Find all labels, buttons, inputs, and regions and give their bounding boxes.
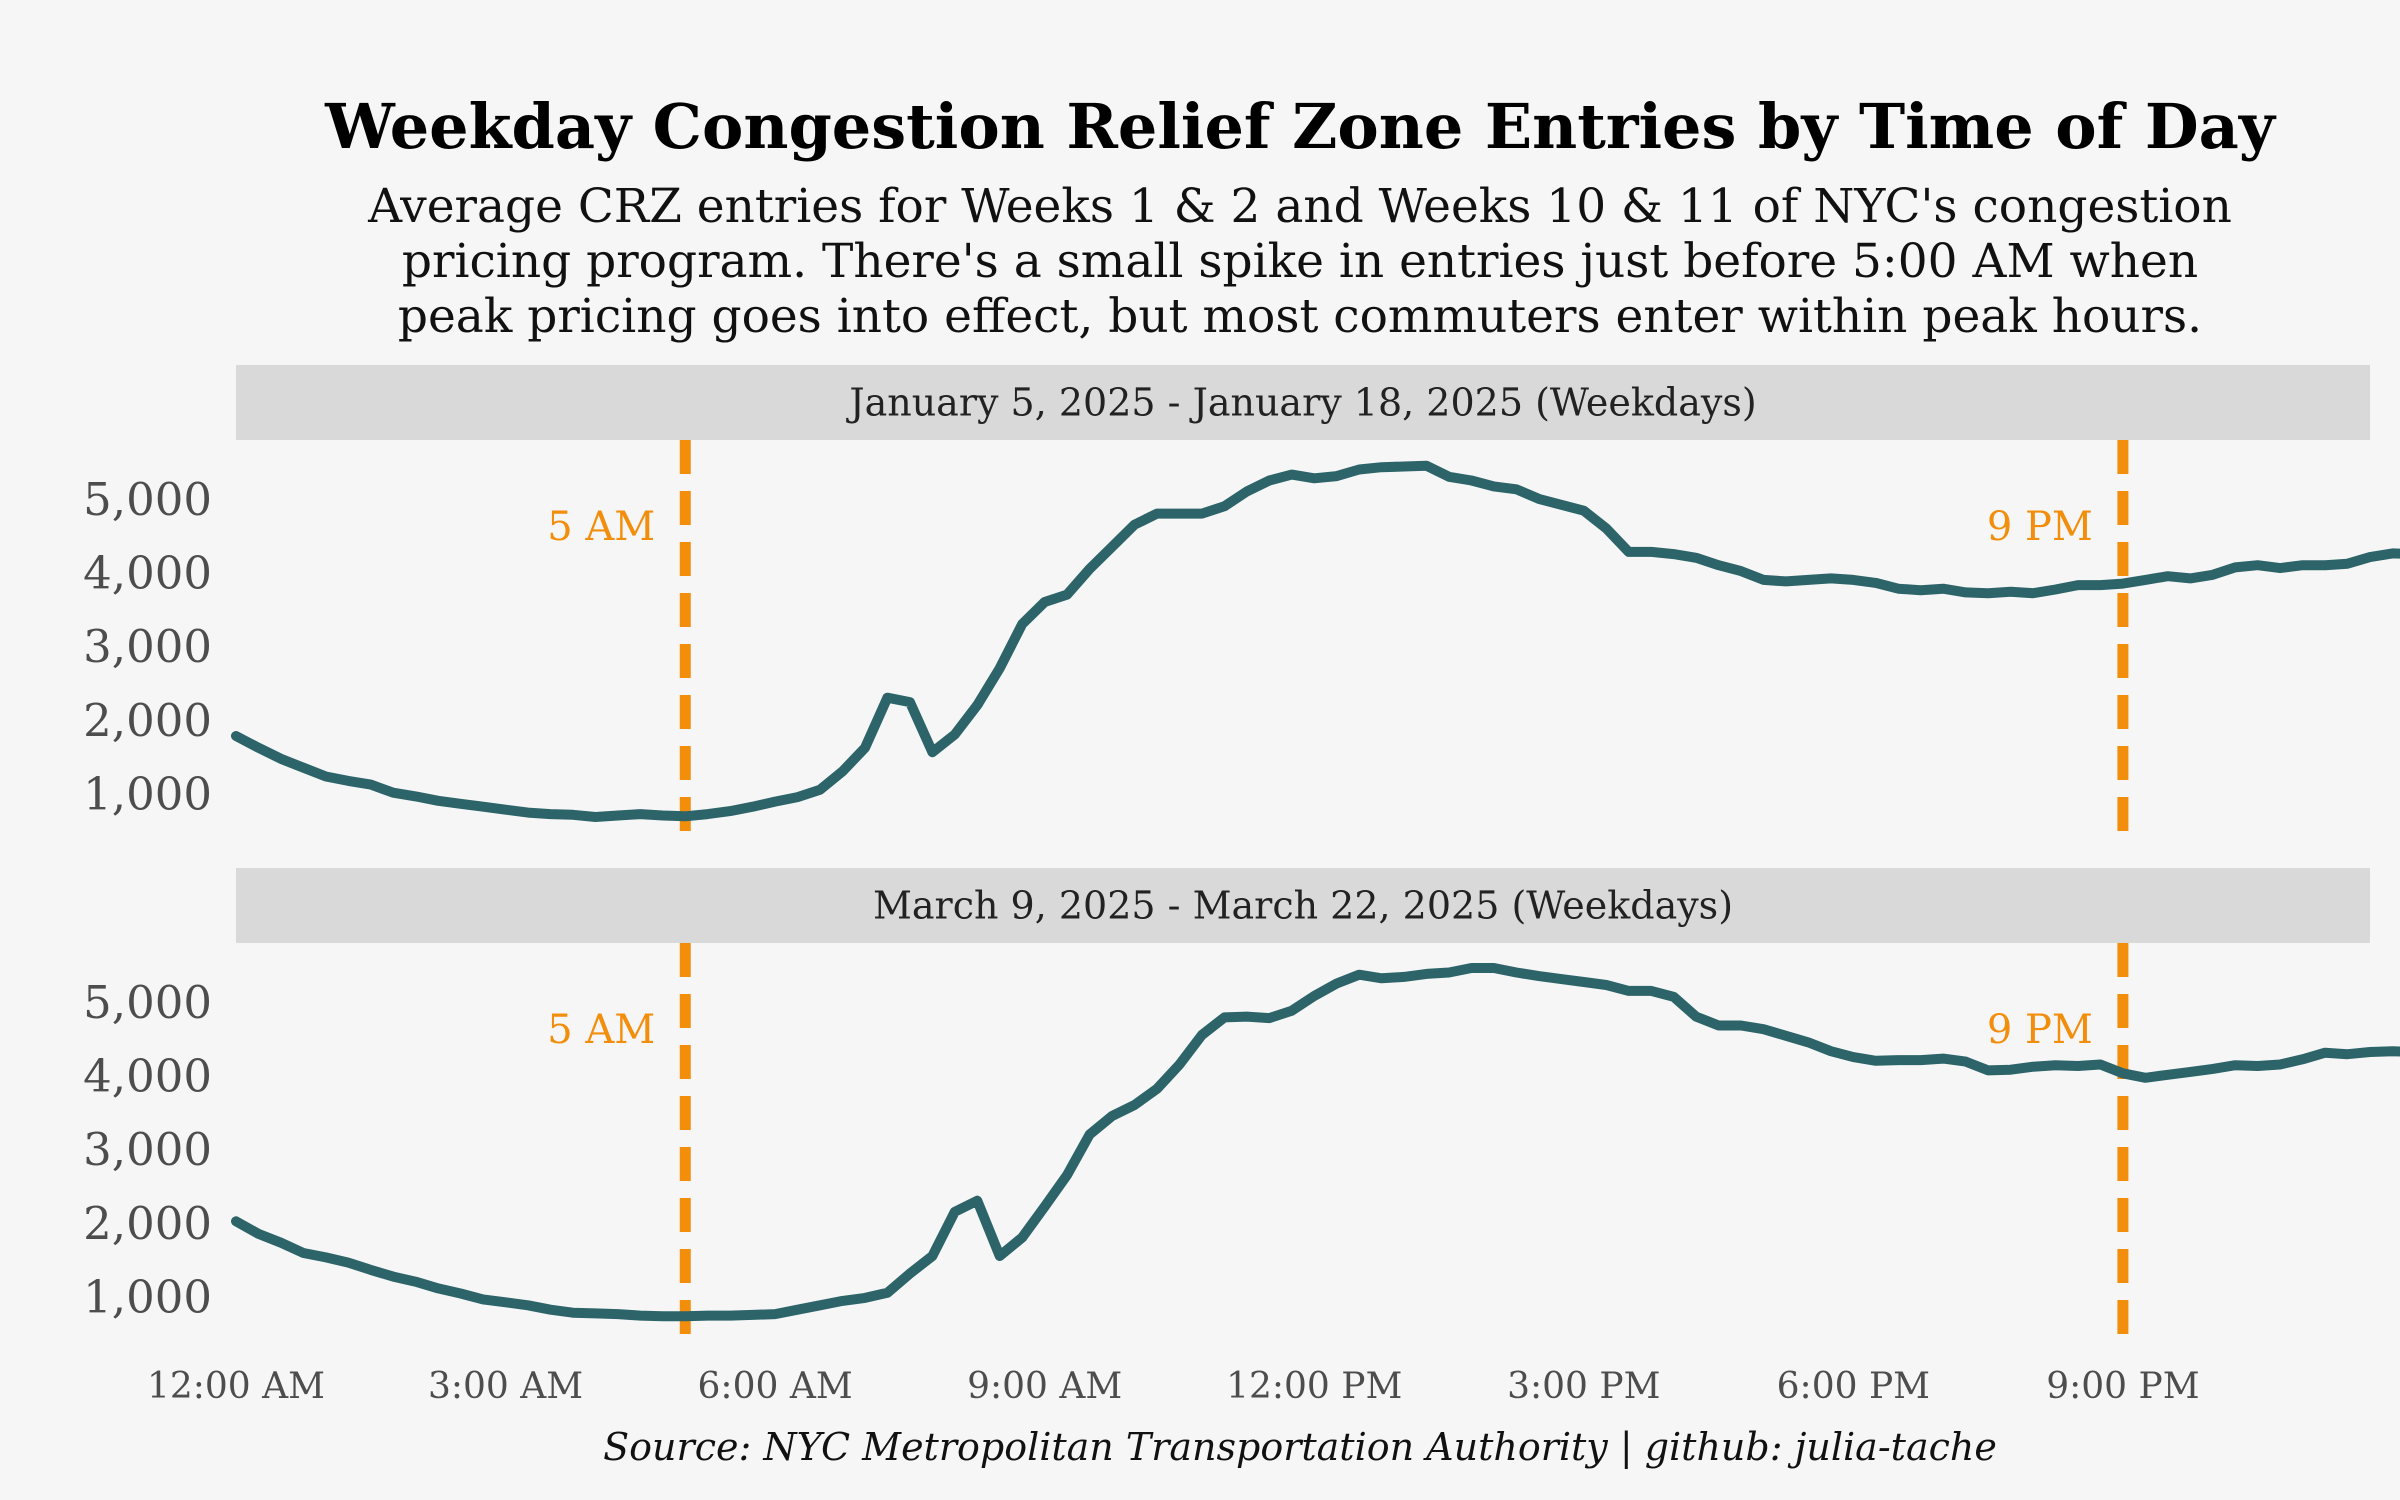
x-tick-label: 9:00 PM: [2046, 1366, 2199, 1407]
panel-1-strip-label: January 5, 2025 - January 18, 2025 (Week…: [845, 381, 1756, 425]
annotation-9-pm: 9 PM: [1987, 1007, 2093, 1053]
x-tick-label: 9:00 AM: [967, 1366, 1122, 1407]
panel-1-series-line: [231, 460, 2400, 822]
chart-title: Weekday Congestion Relief Zone Entries b…: [324, 90, 2277, 163]
panel-1-y-tick-label: 1,000: [83, 767, 212, 820]
x-tick-label: 3:00 PM: [1507, 1366, 1660, 1407]
panels-layer: January 5, 2025 - January 18, 2025 (Week…: [83, 365, 2400, 1348]
panel-2: March 9, 2025 - March 22, 2025 (Weekdays…: [83, 868, 2400, 1348]
panel-2-strip-label: March 9, 2025 - March 22, 2025 (Weekdays…: [873, 884, 1733, 928]
chart-subtitle-line-2: pricing program. There's a small spike i…: [402, 234, 2198, 289]
annotation-9-pm: 9 PM: [1987, 504, 2093, 550]
panel-1-y-tick-label: 5,000: [83, 473, 212, 526]
x-tick-label: 6:00 AM: [698, 1366, 853, 1407]
panel-2-strip: [236, 868, 2370, 943]
panel-2-y-tick-label: 5,000: [83, 976, 212, 1029]
panel-1-y-tick-label: 2,000: [83, 694, 212, 747]
annotation-5-am: 5 AM: [547, 504, 655, 550]
panel-1-y-tick-label: 3,000: [83, 620, 212, 673]
chart-caption: Source: NYC Metropolitan Transportation …: [603, 1425, 1997, 1469]
panel-2-y-tick-label: 1,000: [83, 1270, 212, 1323]
chart-subtitle-line-1: Average CRZ entries for Weeks 1 & 2 and …: [367, 179, 2232, 234]
panel-1: January 5, 2025 - January 18, 2025 (Week…: [83, 365, 2400, 845]
annotation-5-am: 5 AM: [547, 1007, 655, 1053]
panel-2-y-tick-label: 2,000: [83, 1197, 212, 1250]
panel-2-series-line: [231, 963, 2400, 1322]
panel-1-strip: [236, 365, 2370, 440]
chart-subtitle-line-3: peak pricing goes into effect, but most …: [398, 289, 2202, 344]
panel-1-y-tick-label: 4,000: [83, 547, 212, 600]
x-axis: 12:00 AM 3:00 AM 6:00 AM 9:00 AM 12:00 PM 3:0…: [147, 1366, 2200, 1407]
panel-2-y-tick-label: 4,000: [83, 1050, 212, 1103]
x-tick-label: 12:00 AM: [147, 1366, 325, 1407]
x-tick-label: 6:00 PM: [1777, 1366, 1930, 1407]
panel-2-y-tick-label: 3,000: [83, 1123, 212, 1176]
x-tick-label: 12:00 PM: [1226, 1366, 1402, 1407]
x-tick-label: 3:00 AM: [428, 1366, 583, 1407]
